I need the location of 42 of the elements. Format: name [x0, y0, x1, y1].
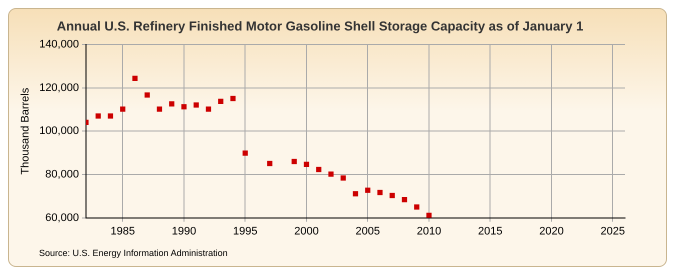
point	[132, 76, 138, 81]
point	[267, 160, 272, 166]
point	[340, 175, 346, 181]
point	[181, 104, 187, 110]
y-tick-label: 100,000	[39, 125, 79, 138]
x-tick-label: 2010	[416, 225, 442, 238]
x-tick-label: 2005	[355, 225, 380, 238]
point	[377, 190, 383, 196]
y-tick-label: 140,000	[39, 38, 79, 51]
x-tick-label: 1995	[232, 225, 258, 238]
y-tick-label: 80,000	[45, 168, 79, 181]
x-tick-label: 2025	[600, 225, 625, 238]
point	[206, 106, 212, 112]
point	[402, 196, 408, 202]
chart-title: Annual U.S. Refinery Finished Motor Gasoline Shell Storage Capacity as of January 1	[56, 18, 584, 34]
point	[390, 192, 395, 198]
point	[230, 96, 236, 102]
point	[218, 98, 224, 104]
x-tick-label: 1985	[110, 225, 135, 238]
point	[108, 113, 114, 119]
y-tick-label: 120,000	[39, 82, 79, 94]
point	[194, 102, 199, 108]
point	[292, 158, 297, 164]
x-tick-label: 2020	[539, 225, 564, 238]
point	[96, 113, 101, 119]
point	[242, 150, 248, 156]
y-axis-title: Thousand Barrels	[20, 87, 32, 175]
x-tick-label: 2015	[478, 225, 502, 238]
x-tick-label: 1990	[172, 225, 196, 238]
point	[352, 191, 358, 196]
point	[144, 92, 150, 98]
point	[414, 204, 420, 210]
point	[304, 162, 310, 167]
point	[156, 106, 162, 112]
point	[328, 171, 334, 177]
point	[365, 188, 370, 193]
x-tick-label: 2000	[294, 225, 319, 238]
source-note: Source: U.S. Energy Information Administration	[39, 248, 228, 258]
point	[316, 166, 322, 172]
point	[120, 106, 126, 112]
y-tick-label: 60,000	[45, 212, 79, 224]
point	[169, 101, 174, 107]
